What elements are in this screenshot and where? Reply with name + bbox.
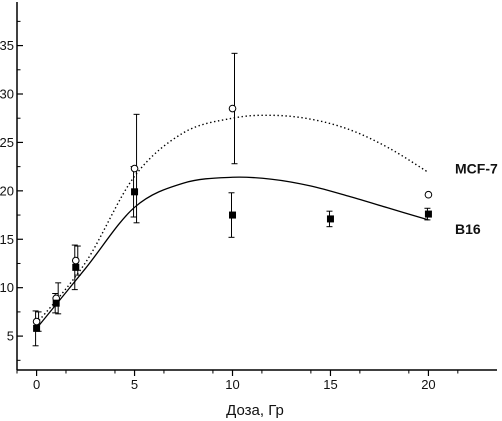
marker-mcf-7-5 xyxy=(424,190,433,199)
y-tick-label-15: 15 xyxy=(0,232,14,247)
marker-b16-4 xyxy=(229,211,237,219)
y-tick-label-35: 35 xyxy=(0,38,14,53)
y-tick-label-25: 25 xyxy=(0,135,14,150)
marker-mcf-7-0 xyxy=(32,317,41,326)
x-axis-title: Доза, Гр xyxy=(226,402,284,419)
x-tick-label-5: 5 xyxy=(131,377,138,392)
marker-b16-5 xyxy=(326,215,334,223)
plot-area xyxy=(16,2,497,371)
x-tick-label-0: 0 xyxy=(33,377,40,392)
x-tick-label-20: 20 xyxy=(421,377,435,392)
marker-b16-3 xyxy=(131,188,139,196)
fit-curve-mcf-7 xyxy=(36,114,429,324)
x-tick-label-15: 15 xyxy=(323,377,337,392)
series-label-b16: B16 xyxy=(455,221,481,237)
fit-curve-b16 xyxy=(36,176,429,329)
marker-b16-0 xyxy=(33,324,41,332)
axis-ticks: 0 5 10 15 20 5 10 15 20 25 30 35 xyxy=(0,20,459,392)
data-markers xyxy=(32,104,433,332)
marker-mcf-7-2 xyxy=(71,256,80,265)
fit-curves xyxy=(36,114,429,329)
y-tick-label-10: 10 xyxy=(0,280,14,295)
y-tick-label-30: 30 xyxy=(0,87,14,102)
marker-b16-6 xyxy=(424,210,432,218)
marker-b16-1 xyxy=(52,299,60,307)
marker-mcf-7-4 xyxy=(228,104,237,113)
marker-mcf-7-3 xyxy=(130,164,139,173)
y-tick-label-5: 5 xyxy=(7,329,14,344)
series-labels: MCF-7 B16 xyxy=(455,160,498,236)
y-tick-label-20: 20 xyxy=(0,183,14,198)
marker-b16-2 xyxy=(72,263,80,271)
error-bars xyxy=(32,52,431,347)
x-tick-label-10: 10 xyxy=(225,377,239,392)
series-label-mcf-7: MCF-7 xyxy=(455,160,498,176)
